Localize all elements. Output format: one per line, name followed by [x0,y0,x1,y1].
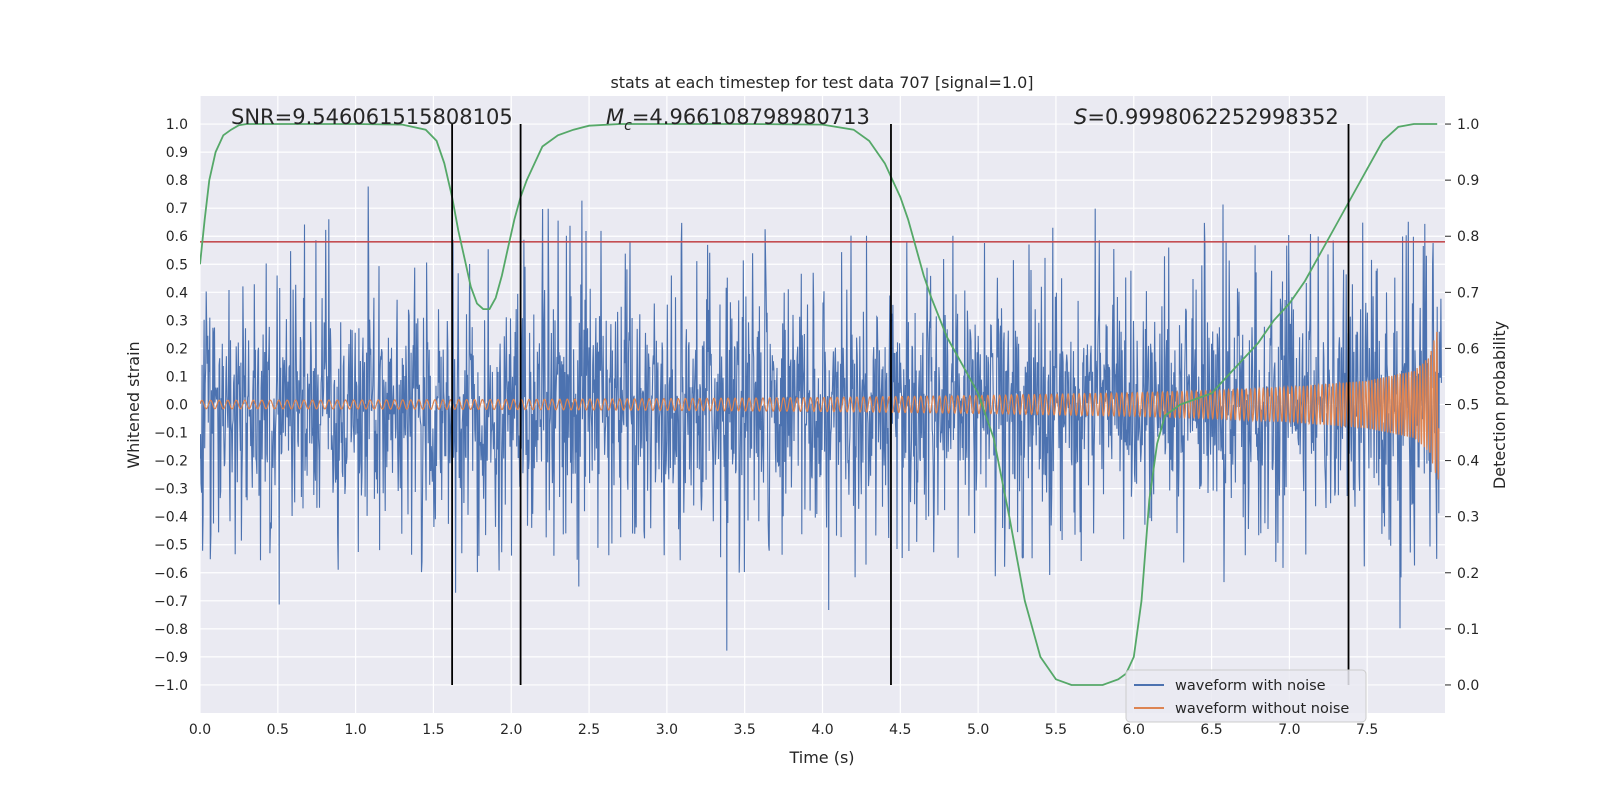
y2-tick-label: 0.8 [1457,229,1479,245]
y-tick-label: −0.4 [154,510,188,526]
x-tick-label: 2.5 [578,722,600,738]
y-tick-label: 0.9 [166,145,188,161]
y2-tick-label: 0.9 [1457,173,1479,189]
x-axis-ticks: 0.0 0.5 1.0 1.5 2.0 2.5 3.0 3.5 4.0 4.5 5.0 5.5 6.0 6… [189,722,1378,738]
y-tick-label: 0.1 [166,369,188,385]
s-value: =0.9998062252998352 [1087,105,1338,129]
y-tick-label: −0.7 [154,594,188,610]
clean-trace [200,331,1440,480]
y-tick-label: 0.0 [166,398,188,414]
x-tick-label: 0.5 [267,722,289,738]
y-tick-label: −0.5 [154,538,188,554]
y2-tick-label: 0.7 [1457,285,1479,301]
x-axis-label: Time (s) [788,748,854,767]
y-tick-label: 0.7 [166,201,188,217]
vertical-markers [451,124,1350,685]
y-tick-label: 0.3 [166,313,188,329]
x-tick-label: 3.5 [734,722,756,738]
y2-tick-label: 0.5 [1457,398,1479,414]
y2-tick-label: 0.2 [1457,566,1479,582]
x-tick-label: 6.0 [1123,722,1145,738]
x-tick-label: 4.0 [811,722,833,738]
legend-box [1125,669,1367,723]
series-waveform-without-noise [200,331,1440,480]
y2-tick-label: 0.6 [1457,341,1479,357]
chirp-mass-subscript: c [624,118,632,134]
y-tick-label: 0.4 [166,285,188,301]
x-tick-label: 2.0 [500,722,522,738]
y-tick-label: −0.1 [154,426,188,442]
y-tick-label: −1.0 [154,678,188,694]
y-tick-label: −0.9 [154,650,188,666]
y-tick-label: 0.5 [166,257,188,273]
chirp-mass-value: =4.966108798980713 [632,105,870,129]
y2-axis-ticks: 1.0 0.9 0.8 0.7 0.6 0.5 0.4 0.3 0.2 0.1 0.0 [1445,117,1479,694]
x-tick-label: 3.0 [656,722,678,738]
x-tick-label: 5.5 [1045,722,1067,738]
series-waveform-with-noise [200,186,1442,651]
legend-label-clean: waveform without noise [1175,701,1349,717]
y-tick-label: 0.6 [166,229,188,245]
y2-tick-label: 0.3 [1457,510,1479,526]
x-tick-label: 0.0 [189,722,211,738]
y-tick-label: −0.2 [154,454,188,470]
legend: waveform with noise waveform without noi… [1125,669,1367,723]
chart-title: stats at each timestep for test data 707… [610,73,1033,92]
s-symbol: S [1074,105,1087,129]
y-axis-ticks: 1.0 0.9 0.8 0.7 0.6 0.5 0.4 0.3 0.2 0.1 0.0 −0.1 −0.… [154,117,188,694]
snr-annotation: SNR=9.546061515808105 [231,105,513,129]
y2-tick-label: 0.0 [1457,678,1479,694]
y2-axis-label: Detection probability [1490,321,1509,489]
y2-tick-label: 1.0 [1457,117,1479,133]
y-tick-label: 0.8 [166,173,188,189]
x-tick-label: 7.5 [1356,722,1378,738]
noise-trace [200,186,1442,651]
y-tick-label: 0.2 [166,341,188,357]
y2-tick-label: 0.1 [1457,622,1479,638]
x-tick-label: 6.5 [1200,722,1222,738]
y-axis-label: Whitened strain [124,341,143,468]
y2-tick-label: 0.4 [1457,454,1479,470]
y-tick-label: −0.6 [154,566,188,582]
y-tick-label: −0.8 [154,622,188,638]
chirp-mass-symbol: M [606,105,624,129]
series-detection-probability [200,123,1438,686]
x-tick-label: 5.0 [967,722,989,738]
probability-line [200,123,1438,686]
x-tick-label: 1.0 [344,722,366,738]
x-tick-label: 7.0 [1278,722,1300,738]
y-tick-label: 1.0 [166,117,188,133]
chirp-mass-annotation: Mc=4.966108798980713 [606,105,870,134]
legend-label-noise: waveform with noise [1175,678,1326,694]
s-annotation: S=0.9998062252998352 [1074,105,1339,129]
y-tick-label: −0.3 [154,482,188,498]
x-tick-label: 1.5 [422,722,444,738]
x-tick-label: 4.5 [889,722,911,738]
